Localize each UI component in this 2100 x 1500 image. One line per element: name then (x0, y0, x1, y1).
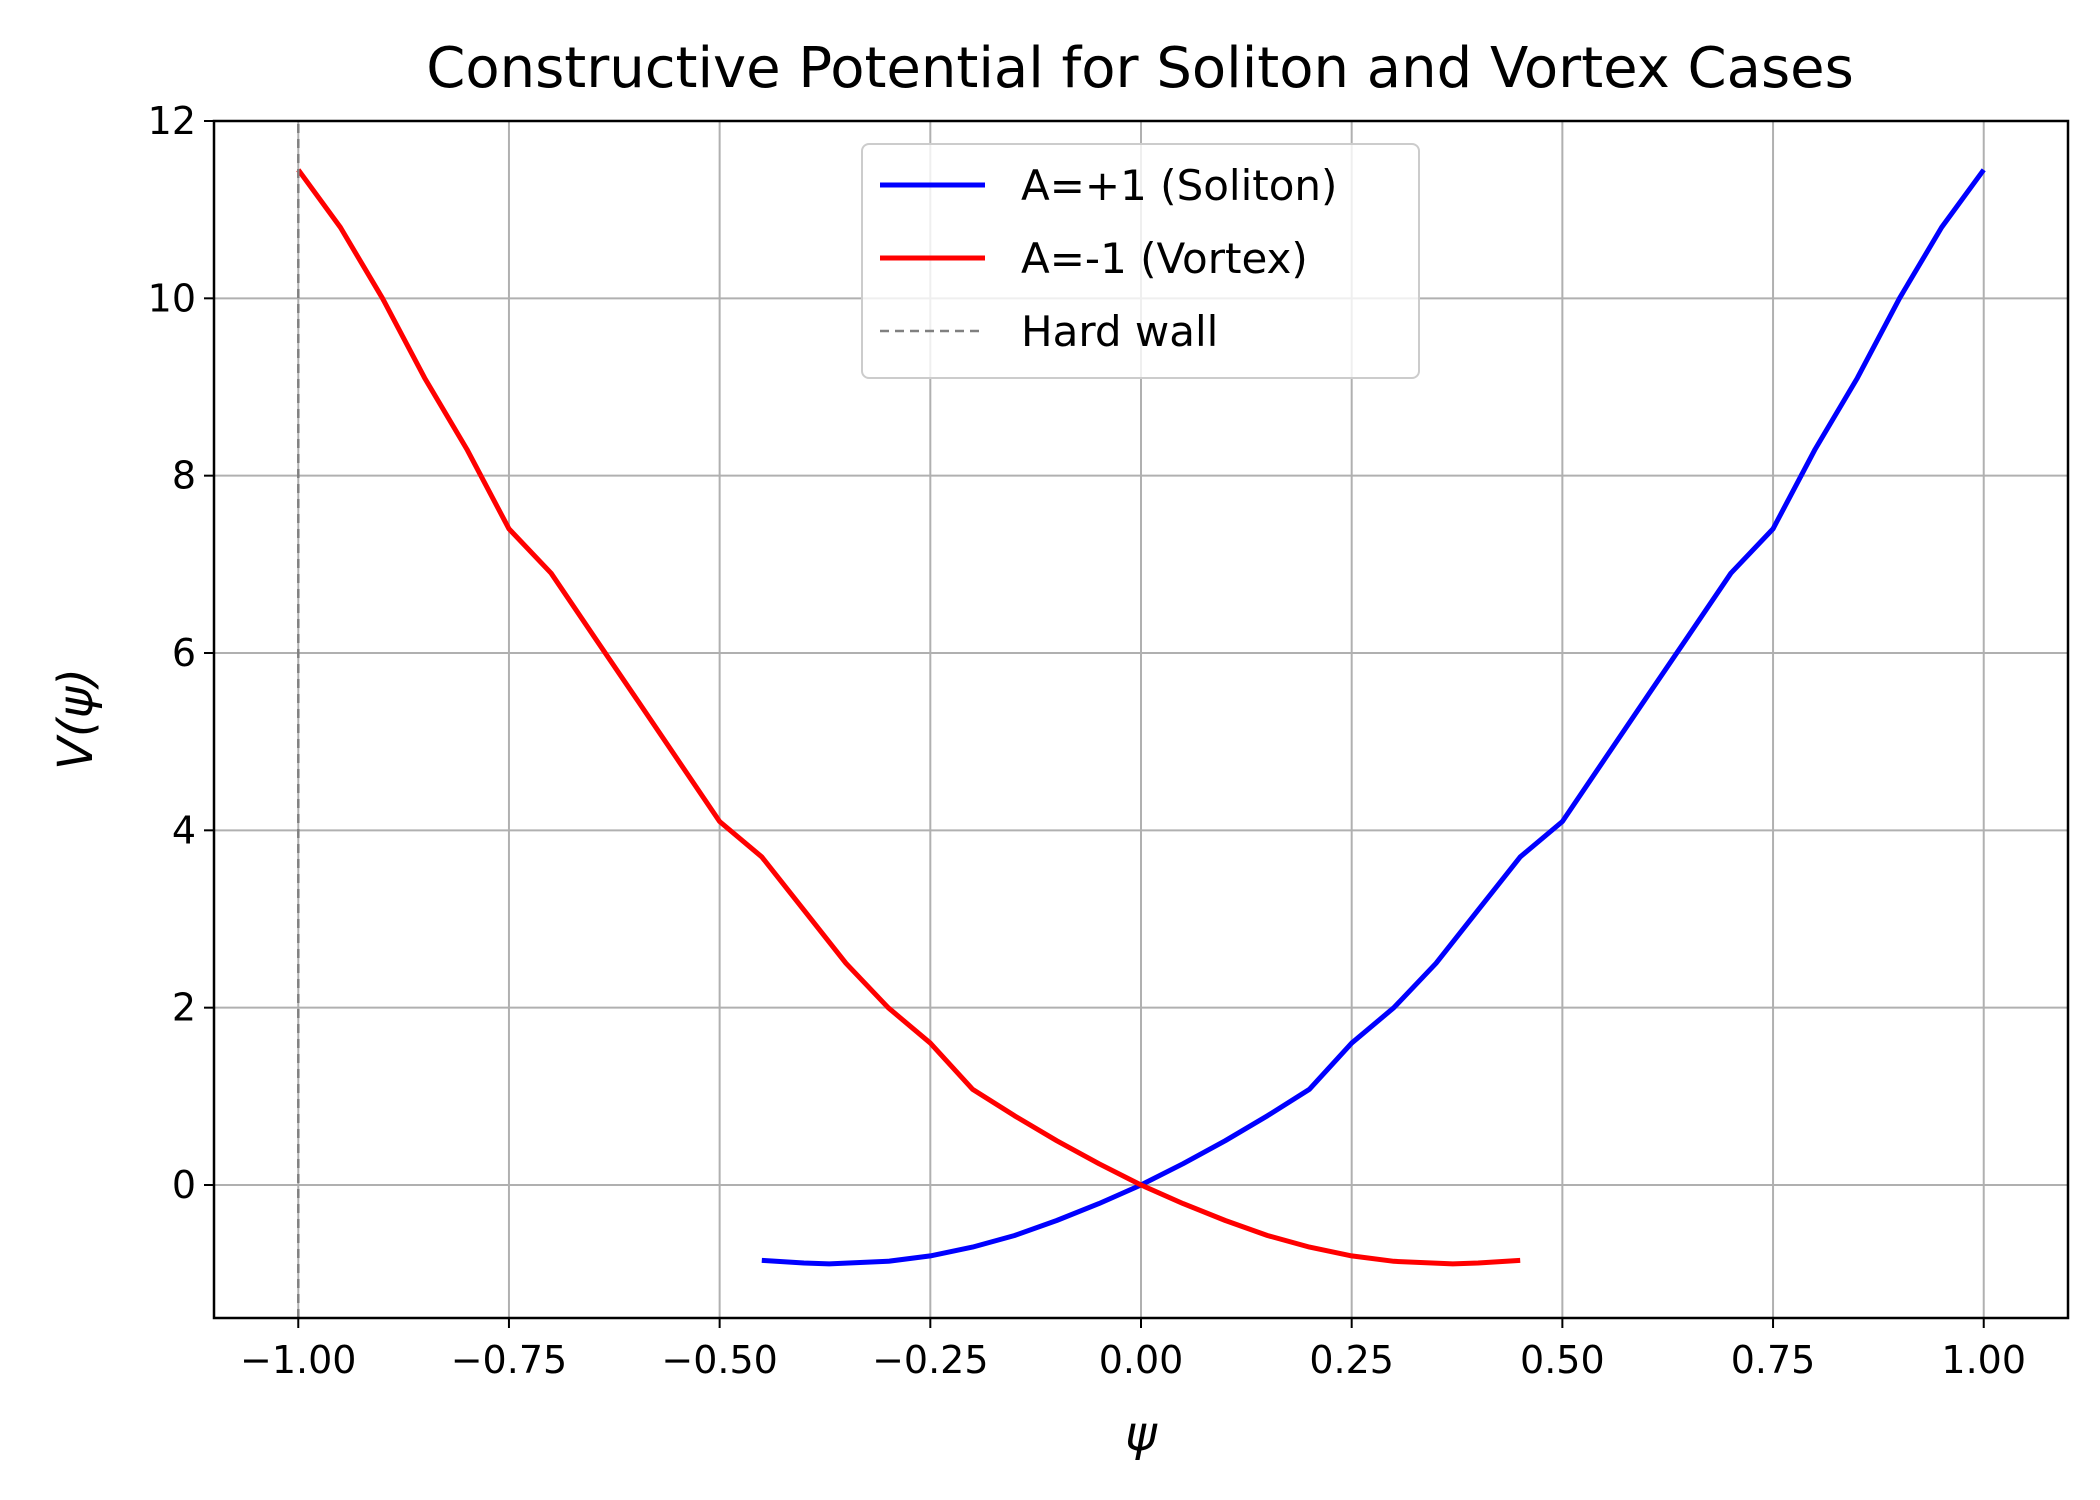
x-tick-label: −0.75 (451, 1338, 567, 1382)
x-tick-label: −1.00 (240, 1338, 356, 1382)
plot-lines (296, 121, 1986, 1318)
legend-label-hard-wall: Hard wall (1021, 307, 1218, 356)
y-tick-label: 4 (172, 808, 196, 852)
x-axis-ticks: −1.00 −0.75 −0.50 −0.25 0.00 0.25 0.50 0.75 1.00 (240, 1318, 2026, 1382)
series-line-vortex (296, 168, 1521, 1267)
y-tick-label: 10 (148, 276, 196, 320)
y-axis-label: V(ψ) (48, 668, 104, 770)
y-tick-label: 2 (172, 986, 196, 1030)
y-axis-ticks: 0 2 4 6 8 10 12 (148, 99, 214, 1207)
y-tick-label: 0 (172, 1163, 196, 1207)
legend-box (861, 143, 1420, 379)
legend: A=+1 (Soliton) A=-1 (Vortex) Hard wall (861, 143, 1420, 379)
x-tick-label: 0.00 (1099, 1338, 1184, 1382)
x-axis-label: ψ (1125, 1406, 1158, 1462)
x-tick-label: −0.25 (872, 1338, 988, 1382)
x-tick-label: −0.50 (661, 1338, 777, 1382)
legend-label-soliton: A=+1 (Soliton) (1021, 161, 1337, 210)
legend-label-vortex: A=-1 (Vortex) (1021, 234, 1308, 283)
x-tick-label: 0.50 (1520, 1338, 1605, 1382)
y-tick-label: 12 (148, 99, 196, 143)
x-tick-label: 0.75 (1731, 1338, 1816, 1382)
chart-title: Constructive Potential for Soliton and V… (426, 36, 1854, 101)
x-tick-label: 0.25 (1309, 1338, 1394, 1382)
y-tick-label: 6 (172, 631, 196, 675)
series-line-soliton (761, 168, 1986, 1267)
y-tick-label: 8 (172, 454, 196, 498)
x-tick-label: 1.00 (1941, 1338, 2026, 1382)
